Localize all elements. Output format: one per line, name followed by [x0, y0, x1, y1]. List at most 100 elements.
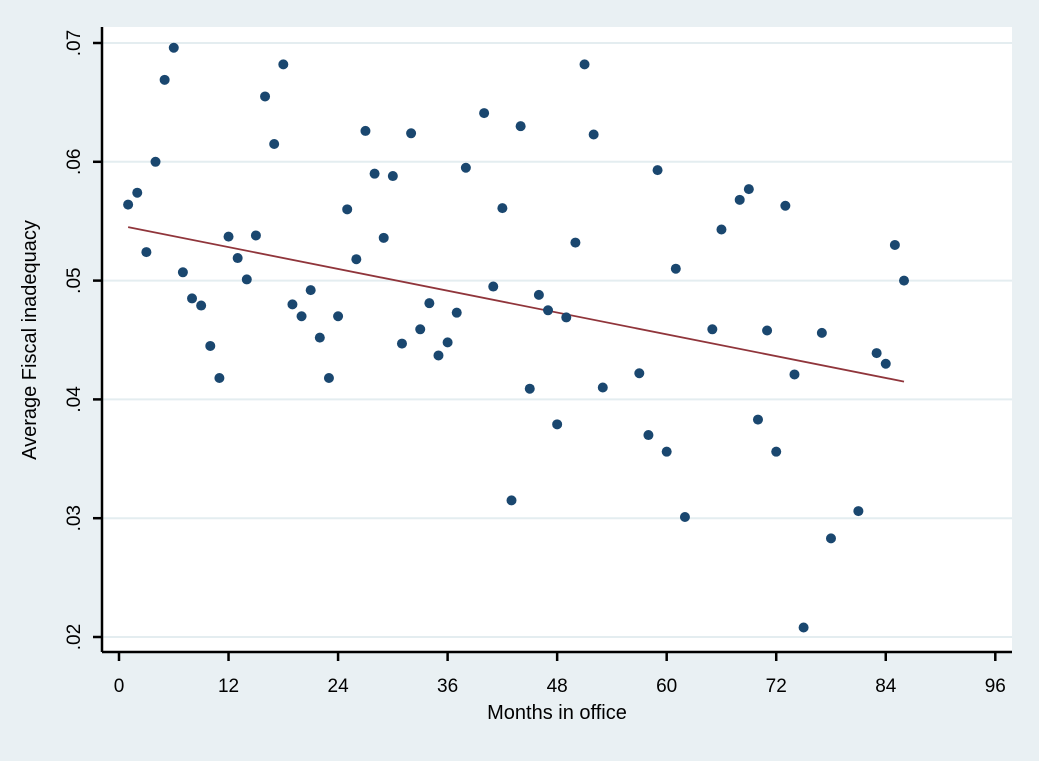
data-point [524, 383, 535, 394]
data-point [387, 171, 398, 182]
data-point [661, 446, 672, 457]
data-point [533, 289, 544, 300]
data-point [287, 299, 298, 310]
data-point [515, 121, 526, 132]
data-point [506, 495, 517, 506]
data-point [223, 231, 234, 242]
data-point [716, 224, 727, 235]
data-point [187, 293, 198, 304]
x-tick-label: 72 [766, 676, 787, 697]
data-point [798, 622, 809, 633]
data-point [424, 298, 435, 309]
x-tick-label: 48 [547, 676, 568, 697]
data-point [570, 237, 581, 248]
y-tick-label: .05 [64, 267, 85, 293]
data-point [543, 305, 554, 316]
data-point [369, 168, 380, 179]
data-point [123, 199, 134, 210]
data-point [579, 59, 590, 70]
x-tick-label: 84 [875, 676, 897, 697]
data-point [205, 340, 216, 351]
data-point [707, 324, 718, 335]
data-point [269, 138, 280, 149]
data-point [679, 512, 690, 523]
data-point [342, 204, 353, 215]
grid-layer [102, 42, 1012, 638]
data-point [780, 200, 791, 211]
x-tick-label: 96 [985, 676, 1006, 697]
data-point [762, 325, 773, 336]
data-point [150, 156, 161, 167]
data-point [241, 274, 252, 285]
y-tick-label: .03 [64, 505, 85, 531]
data-points-layer [123, 42, 910, 633]
data-point [442, 337, 453, 348]
data-point [752, 414, 763, 425]
data-point [433, 350, 444, 361]
data-point [159, 74, 170, 85]
data-point [880, 358, 891, 369]
data-point [743, 184, 754, 195]
data-point [305, 285, 316, 296]
data-point [652, 165, 663, 176]
data-point [552, 419, 563, 430]
data-point [396, 338, 407, 349]
x-tick-label: 24 [328, 676, 350, 697]
data-point [250, 230, 261, 241]
data-point [214, 373, 225, 384]
data-point [643, 430, 654, 441]
data-point [196, 300, 207, 311]
data-point [771, 446, 782, 457]
x-tick-label: 36 [437, 676, 458, 697]
x-tick-label: 60 [656, 676, 677, 697]
data-point [314, 332, 325, 343]
x-axis-title: Months in office [487, 702, 627, 724]
data-point [899, 275, 910, 286]
data-point [406, 128, 417, 139]
data-point [132, 187, 143, 198]
data-point [360, 125, 371, 136]
data-point [816, 327, 827, 338]
y-tick-label: .04 [64, 386, 85, 413]
x-tick-label: 0 [114, 676, 125, 697]
y-tick-label: .02 [64, 624, 85, 650]
data-point [415, 324, 426, 335]
axis-layer [93, 27, 1012, 661]
x-tick-label: 12 [218, 676, 239, 697]
data-point [296, 311, 307, 322]
tick-label-layer: .02 .03 .04 .05 .06 .07 0 12 24 36 48 60 72 84 96 [64, 30, 1006, 697]
data-point [889, 239, 900, 250]
data-point [260, 91, 271, 102]
data-point [871, 348, 882, 359]
data-point [278, 59, 289, 70]
data-point [378, 232, 389, 243]
data-point [497, 203, 508, 214]
data-point [451, 307, 462, 318]
data-point [460, 162, 471, 173]
data-point [141, 247, 152, 258]
data-point [479, 108, 490, 119]
data-point [588, 129, 599, 140]
data-point [323, 373, 334, 384]
data-point [597, 382, 608, 393]
data-point [177, 267, 188, 278]
data-point [561, 312, 572, 323]
data-point [853, 506, 864, 517]
plot-area [102, 27, 1012, 652]
y-tick-label: .06 [64, 149, 85, 175]
fit-line-layer [127, 226, 905, 383]
data-point [789, 369, 800, 380]
data-point [168, 42, 179, 53]
data-point [333, 311, 344, 322]
data-point [232, 253, 243, 264]
y-axis-title: Average Fiscal inadequacy [19, 220, 41, 460]
fit-line [127, 226, 905, 383]
data-point [351, 254, 362, 265]
data-point [670, 263, 681, 274]
data-point [734, 194, 745, 205]
data-point [825, 533, 836, 544]
data-point [634, 368, 645, 379]
y-tick-label: .07 [64, 30, 85, 56]
